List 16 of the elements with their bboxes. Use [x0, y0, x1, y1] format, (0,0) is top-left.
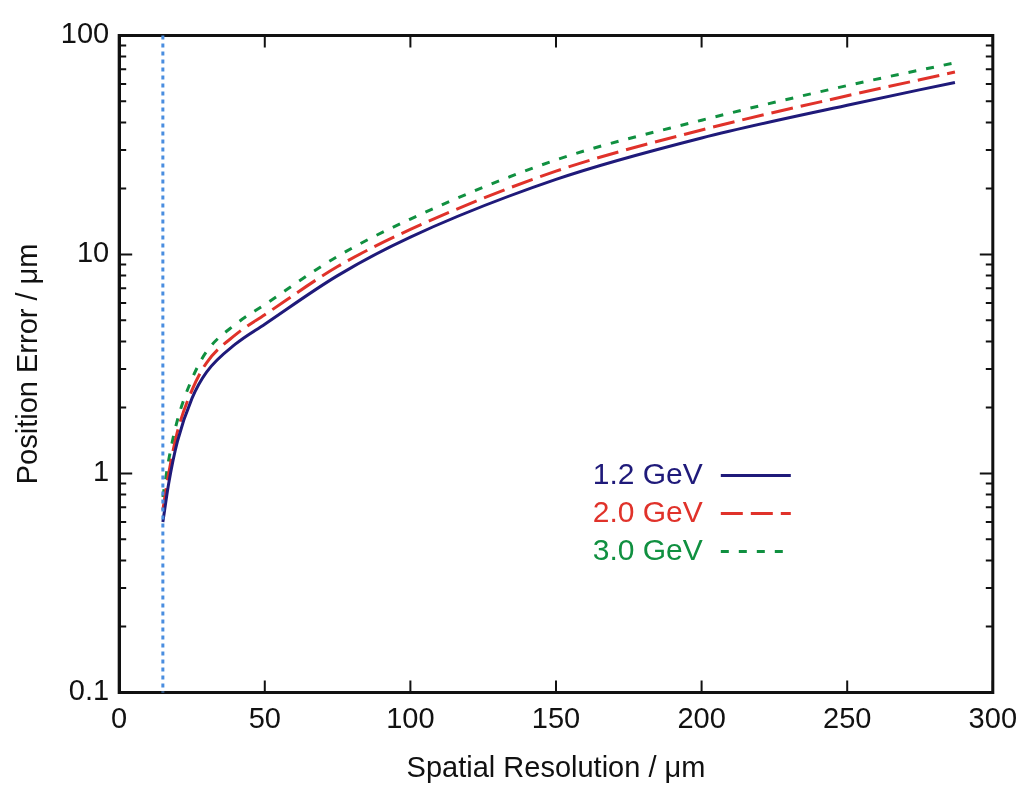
x-tick-label: 50 — [248, 701, 281, 734]
x-tick-label: 250 — [823, 701, 872, 734]
y-tick-label: 0.1 — [68, 674, 110, 707]
x-tick-label: 300 — [968, 701, 1017, 734]
legend-label: 3.0 GeV — [592, 532, 703, 566]
y-tick-label: 10 — [76, 236, 110, 269]
y-axis-title: Position Error / μm — [11, 243, 44, 485]
legend-label: 1.2 GeV — [592, 456, 703, 490]
x-tick-label: 0 — [111, 701, 128, 734]
legend-label: 2.0 GeV — [592, 494, 703, 528]
x-tick-label: 200 — [677, 701, 726, 734]
x-tick-label: 100 — [386, 701, 435, 734]
x-tick-label: 150 — [531, 701, 581, 734]
y-tick-label: 100 — [60, 17, 110, 50]
x-axis-title: Spatial Resolution / μm — [406, 750, 706, 783]
y-tick-label: 1 — [93, 455, 110, 488]
